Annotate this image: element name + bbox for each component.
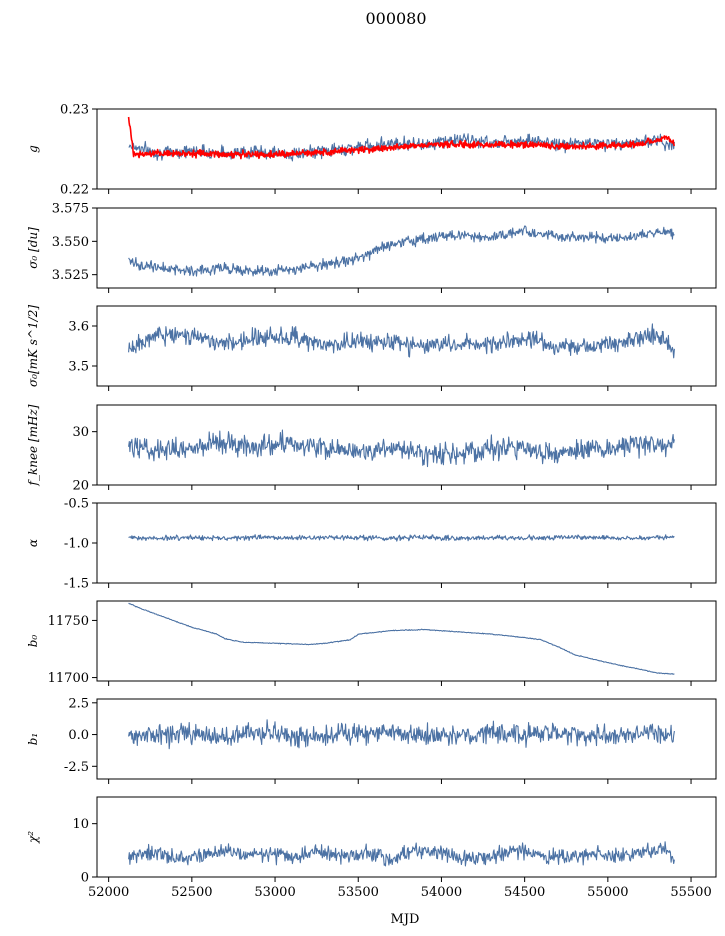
panel-4-ylabel: f_knee [mHz] (26, 404, 40, 486)
panel-1-frame (96, 108, 717, 190)
panel-1-series-2 (127, 116, 675, 160)
panel-8-ytick-label-1: 0 (81, 871, 89, 886)
panel-8-ylabel: χ² (26, 831, 40, 844)
panel-6-ytick-label-1: 11700 (48, 671, 89, 686)
panel-3-ytick-label-2: 3.6 (68, 320, 89, 335)
panel-5-ylabel: α (26, 539, 40, 547)
panel-5-series-1 (128, 534, 675, 542)
panel-3: 3.5 3.6 σ₀[mK s^1/2] (26, 305, 717, 391)
panel-6: 11700 11750 b₀ (26, 600, 717, 686)
panel-5-frame (96, 502, 717, 584)
panel-3-series-1 (128, 323, 675, 359)
panels: 0.22 0.23 g 3.525 3.550 3.575 σ₀ [du] 3.5 3.6 σ₀[… (26, 103, 717, 900)
panel-2-ytick-label-2: 3.550 (52, 235, 89, 250)
panel-6-ytick-label-2: 11750 (48, 614, 89, 629)
panel-2: 3.525 3.550 3.575 σ₀ [du] (26, 202, 717, 293)
panel-5-ytick-label-1: -1.5 (64, 577, 89, 592)
x-tick-label-5: 54000 (421, 885, 462, 900)
panel-8-frame (96, 796, 717, 878)
x-tick-label-2: 52500 (171, 885, 212, 900)
panel-3-ytick-label-1: 3.5 (68, 360, 89, 375)
panel-5-ytick-label-2: -1.0 (64, 537, 89, 552)
panel-8-ytick-label-2: 10 (72, 817, 89, 832)
panel-1-ylabel: g (26, 145, 40, 153)
panel-2-series-1 (128, 225, 675, 277)
panel-2-ytick-label-1: 3.525 (52, 268, 89, 283)
x-tick-label-3: 53000 (254, 885, 295, 900)
panel-4-frame (96, 404, 717, 486)
panel-4-ytick-label-2: 30 (72, 425, 89, 440)
x-tick-label-6: 54500 (504, 885, 545, 900)
panel-4-ytick-label-1: 20 (72, 479, 89, 494)
panel-1-ytick-label-1: 0.22 (60, 183, 89, 198)
panel-7: -2.5 0.0 2.5 b₁ (26, 696, 717, 784)
panel-2-frame (96, 207, 717, 289)
x-tick-label-4: 53500 (338, 885, 379, 900)
panel-8-series-1 (128, 841, 675, 867)
panel-7-frame (96, 698, 717, 780)
panel-3-frame (96, 305, 717, 387)
x-tick-label-7: 55000 (587, 885, 628, 900)
panel-7-series-1 (128, 719, 675, 750)
panel-5: -1.5 -1.0 -0.5 α (26, 497, 717, 592)
panel-7-ytick-label-1: -2.5 (64, 760, 89, 775)
panel-6-frame (96, 600, 717, 682)
panel-1: 0.22 0.23 g (26, 103, 717, 198)
panel-3-ylabel: σ₀[mK s^1/2] (26, 305, 40, 387)
x-tick-label-1: 52000 (88, 885, 129, 900)
panel-5-ytick-label-3: -0.5 (64, 497, 89, 512)
figure-title: 000080 (365, 9, 426, 28)
panel-7-ytick-label-2: 0.0 (68, 728, 89, 743)
panel-2-ylabel: σ₀ [du] (26, 227, 40, 269)
panel-8: 0 10 52000 52500 53000 53500 54000 54500 55000 55… (26, 796, 717, 900)
x-tick-label-8: 55500 (670, 885, 711, 900)
panel-6-ylabel: b₀ (26, 635, 40, 648)
panel-2-ytick-label-3: 3.575 (52, 202, 89, 217)
panel-6-series-1 (128, 602, 675, 675)
panel-7-ylabel: b₁ (26, 733, 40, 746)
panel-7-ytick-label-3: 2.5 (68, 696, 89, 711)
x-axis-label: MJD (391, 912, 420, 927)
panel-4: 20 30 f_knee [mHz] (26, 404, 717, 494)
panel-4-series-1 (128, 429, 675, 468)
panel-1-ytick-label-2: 0.23 (60, 103, 89, 118)
